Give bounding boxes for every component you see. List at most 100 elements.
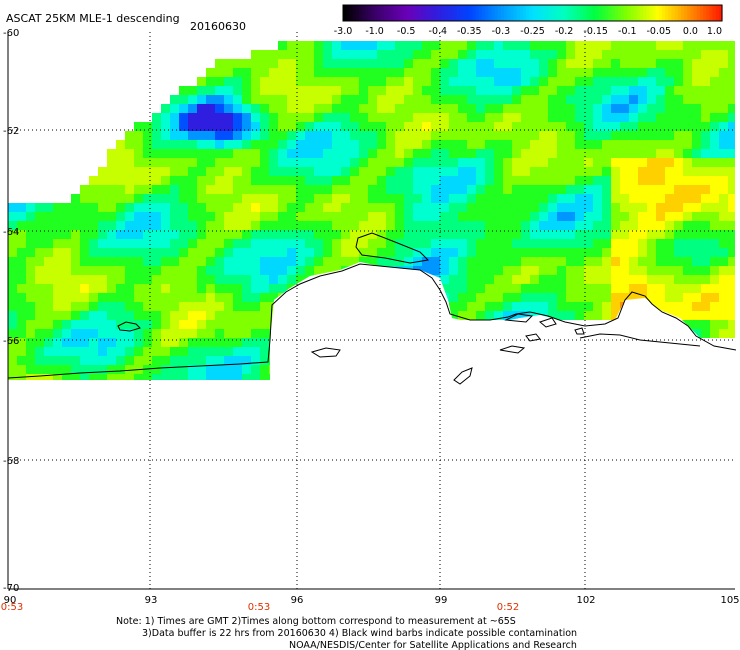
raster-cell xyxy=(611,302,620,311)
raster-cell xyxy=(206,194,215,203)
raster-cell xyxy=(152,203,161,212)
raster-cell xyxy=(35,257,44,266)
raster-cell xyxy=(323,257,332,266)
raster-cell xyxy=(80,239,89,248)
raster-cell xyxy=(197,104,206,113)
raster-cell xyxy=(467,158,476,167)
raster-cell xyxy=(269,212,278,221)
raster-cell xyxy=(224,320,233,329)
raster-cell xyxy=(125,347,134,356)
raster-cell xyxy=(575,167,584,176)
raster-cell xyxy=(674,302,683,311)
raster-cell xyxy=(647,104,656,113)
raster-cell xyxy=(44,275,53,284)
raster-cell xyxy=(476,185,485,194)
raster-cell xyxy=(17,356,26,365)
raster-cell xyxy=(233,194,242,203)
colorbar-segment xyxy=(671,5,676,21)
raster-cell xyxy=(665,293,674,302)
raster-cell xyxy=(584,293,593,302)
raster-cell xyxy=(593,167,602,176)
raster-cell xyxy=(665,212,674,221)
raster-cell xyxy=(251,113,260,122)
raster-cell xyxy=(530,113,539,122)
raster-cell xyxy=(584,113,593,122)
raster-cell xyxy=(413,194,422,203)
colorbar-segment xyxy=(630,5,635,21)
raster-cell xyxy=(71,284,80,293)
raster-cell xyxy=(530,302,539,311)
raster-cell xyxy=(584,68,593,77)
raster-cell xyxy=(440,275,449,284)
raster-cell xyxy=(629,248,638,257)
raster-cell xyxy=(701,50,710,59)
raster-cell xyxy=(548,230,557,239)
raster-cell xyxy=(8,212,17,221)
raster-cell xyxy=(242,95,251,104)
raster-cell xyxy=(575,302,584,311)
raster-cell xyxy=(476,239,485,248)
raster-cell xyxy=(8,365,17,374)
raster-cell xyxy=(665,113,674,122)
raster-cell xyxy=(404,50,413,59)
raster-cell xyxy=(260,77,269,86)
raster-cell xyxy=(566,68,575,77)
raster-cell xyxy=(665,275,674,284)
raster-cell xyxy=(467,194,476,203)
raster-cell xyxy=(98,311,107,320)
raster-cell xyxy=(215,257,224,266)
raster-cell xyxy=(638,59,647,68)
raster-cell xyxy=(611,248,620,257)
raster-cell xyxy=(269,131,278,140)
raster-cell xyxy=(440,140,449,149)
raster-cell xyxy=(179,293,188,302)
raster-cell xyxy=(359,185,368,194)
raster-cell xyxy=(350,185,359,194)
raster-cell xyxy=(485,95,494,104)
raster-cell xyxy=(251,248,260,257)
raster-cell xyxy=(170,284,179,293)
colorbar-segment xyxy=(532,5,537,21)
raster-cell xyxy=(80,275,89,284)
raster-cell xyxy=(584,131,593,140)
raster-cell xyxy=(575,203,584,212)
raster-cell xyxy=(152,158,161,167)
raster-cell xyxy=(314,230,323,239)
raster-cell xyxy=(269,68,278,77)
raster-cell xyxy=(260,347,269,356)
raster-cell xyxy=(359,113,368,122)
raster-cell xyxy=(152,248,161,257)
raster-cell xyxy=(134,347,143,356)
raster-cell xyxy=(431,185,440,194)
raster-cell xyxy=(440,104,449,113)
raster-cell xyxy=(386,122,395,131)
raster-cell xyxy=(620,86,629,95)
raster-cell xyxy=(629,185,638,194)
raster-cell xyxy=(593,176,602,185)
raster-cell xyxy=(359,167,368,176)
raster-cell xyxy=(692,275,701,284)
raster-cell xyxy=(647,77,656,86)
raster-cell xyxy=(341,86,350,95)
raster-cell xyxy=(683,230,692,239)
raster-cell xyxy=(296,149,305,158)
raster-cell xyxy=(413,68,422,77)
raster-cell xyxy=(350,122,359,131)
raster-cell xyxy=(242,320,251,329)
raster-cell xyxy=(134,149,143,158)
raster-cell xyxy=(206,302,215,311)
raster-cell xyxy=(494,113,503,122)
raster-cell xyxy=(197,239,206,248)
raster-cell xyxy=(440,239,449,248)
raster-cell xyxy=(242,239,251,248)
raster-cell xyxy=(611,50,620,59)
raster-cell xyxy=(197,77,206,86)
raster-cell xyxy=(530,212,539,221)
raster-cell xyxy=(719,50,728,59)
raster-cell xyxy=(395,167,404,176)
raster-cell xyxy=(476,86,485,95)
raster-cell xyxy=(494,140,503,149)
raster-cell xyxy=(386,176,395,185)
raster-cell xyxy=(719,284,728,293)
raster-cell xyxy=(395,113,404,122)
